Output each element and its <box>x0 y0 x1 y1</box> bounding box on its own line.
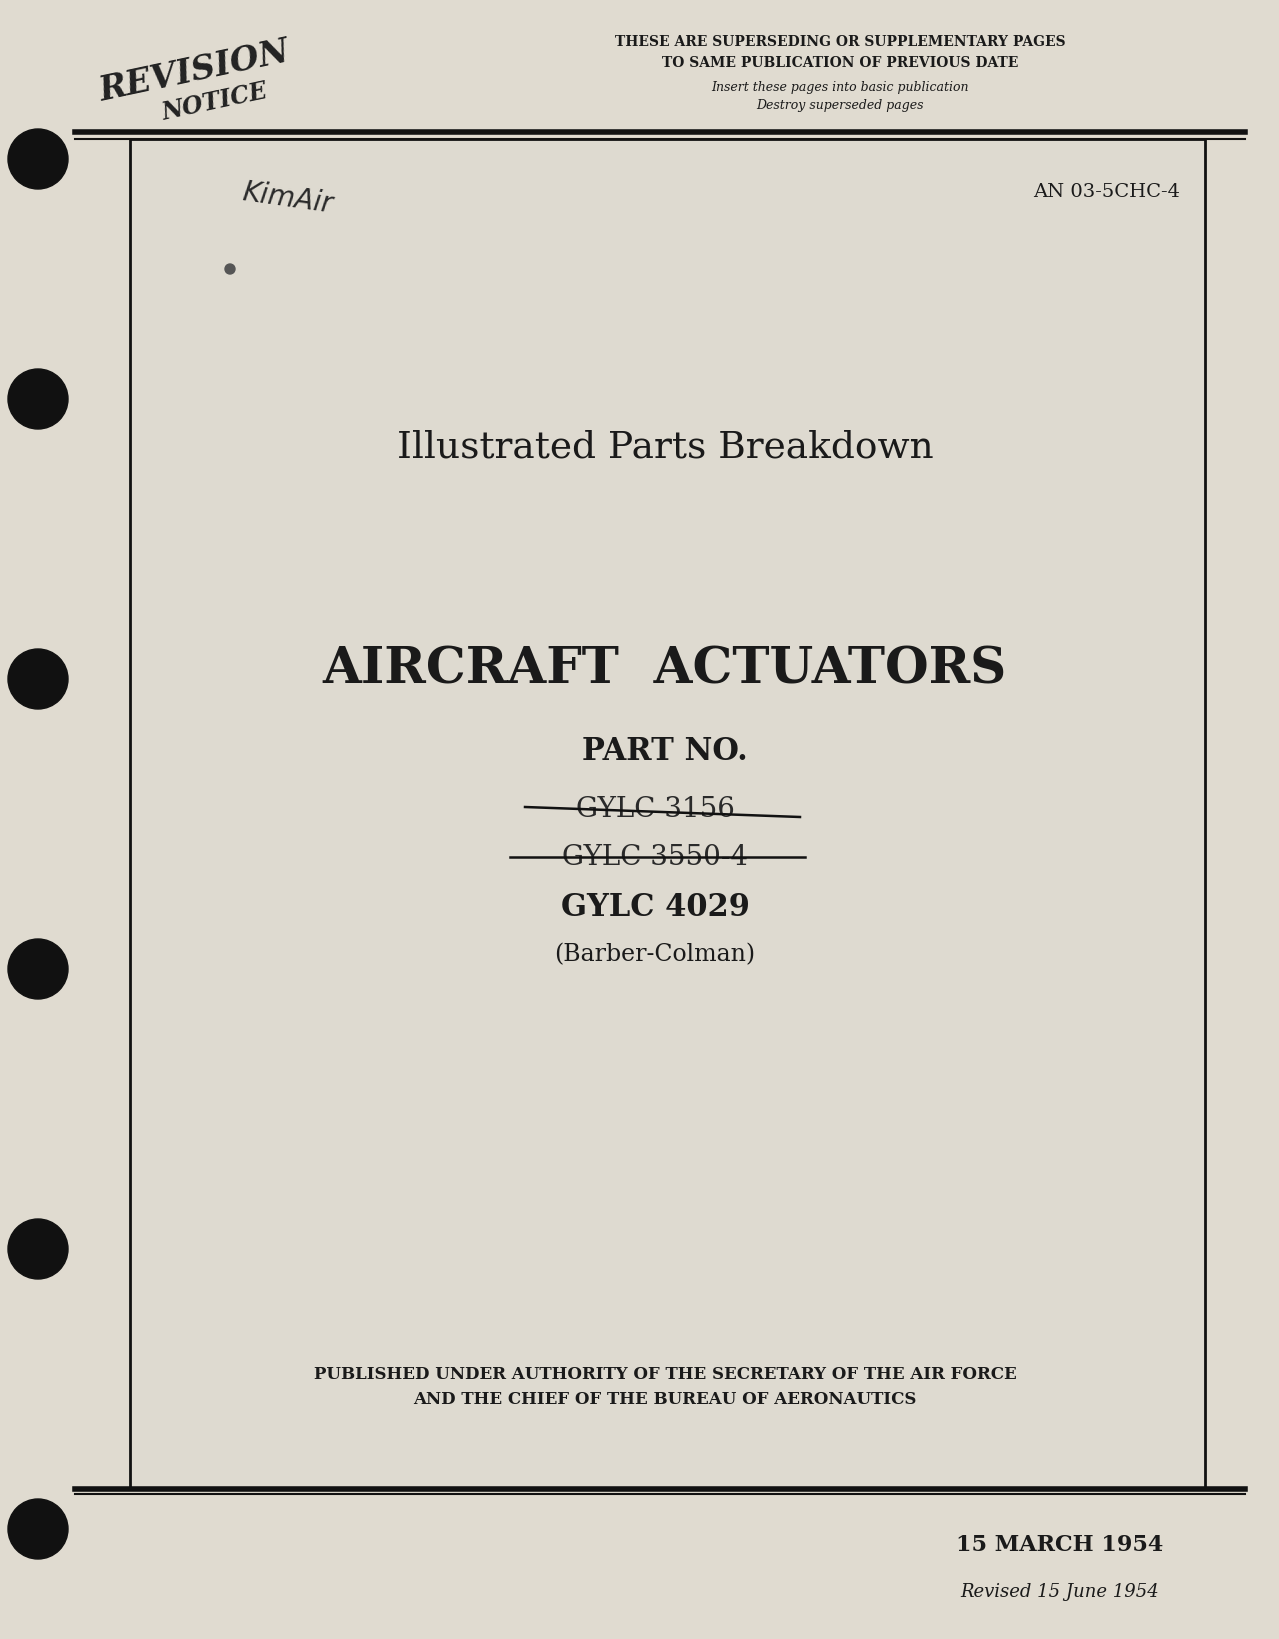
Text: THESE ARE SUPERSEDING OR SUPPLEMENTARY PAGES: THESE ARE SUPERSEDING OR SUPPLEMENTARY P… <box>615 34 1065 49</box>
Text: (Barber-Colman): (Barber-Colman) <box>554 942 756 965</box>
Text: Illustrated Parts Breakdown: Illustrated Parts Breakdown <box>396 429 934 465</box>
Bar <box>130 139 1205 1490</box>
Text: REVISION: REVISION <box>97 36 293 108</box>
Text: KimAir: KimAir <box>240 177 334 218</box>
Text: AN 03-5CHC-4: AN 03-5CHC-4 <box>1033 184 1181 202</box>
Text: TO SAME PUBLICATION OF PREVIOUS DATE: TO SAME PUBLICATION OF PREVIOUS DATE <box>661 56 1018 70</box>
Text: PART NO.: PART NO. <box>582 736 748 767</box>
Circle shape <box>8 129 68 190</box>
Text: PUBLISHED UNDER AUTHORITY OF THE SECRETARY OF THE AIR FORCE: PUBLISHED UNDER AUTHORITY OF THE SECRETA… <box>313 1365 1017 1383</box>
Text: Insert these pages into basic publication: Insert these pages into basic publicatio… <box>711 82 968 95</box>
Text: 15 MARCH 1954: 15 MARCH 1954 <box>957 1532 1164 1555</box>
Circle shape <box>8 939 68 1000</box>
Circle shape <box>8 1500 68 1559</box>
Text: GYLC 3156: GYLC 3156 <box>576 797 734 823</box>
Text: AND THE CHIEF OF THE BUREAU OF AERONAUTICS: AND THE CHIEF OF THE BUREAU OF AERONAUTI… <box>413 1390 917 1408</box>
Text: AIRCRAFT  ACTUATORS: AIRCRAFT ACTUATORS <box>322 646 1007 693</box>
Text: GYLC 3550-4: GYLC 3550-4 <box>561 844 748 870</box>
Circle shape <box>8 649 68 710</box>
Circle shape <box>225 266 235 275</box>
Circle shape <box>8 1219 68 1278</box>
Text: Destroy superseded pages: Destroy superseded pages <box>756 100 923 113</box>
Text: GYLC 4029: GYLC 4029 <box>560 892 749 923</box>
Text: NOTICE: NOTICE <box>160 79 270 125</box>
Circle shape <box>8 370 68 429</box>
Text: Revised 15 June 1954: Revised 15 June 1954 <box>961 1582 1159 1600</box>
